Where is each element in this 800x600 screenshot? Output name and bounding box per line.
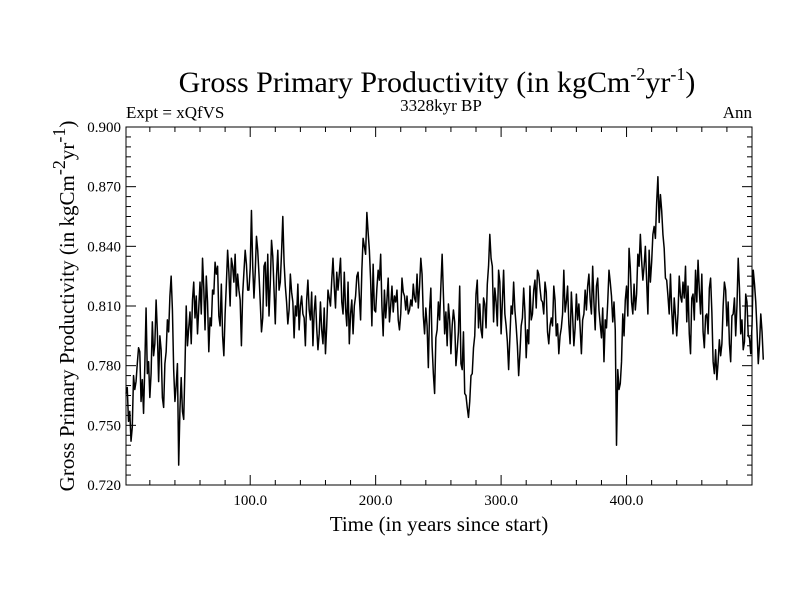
chart-title-main: Gross Primary Productivity (in kgCm xyxy=(179,66,631,99)
x-tick-label: 400.0 xyxy=(610,493,644,509)
y-tick-label: 0.870 xyxy=(87,180,121,196)
x-tick-label: 300.0 xyxy=(484,493,518,509)
chart-title-sup1: -2 xyxy=(630,64,645,84)
chart-title-mid: yr xyxy=(645,66,670,99)
y-axis-label: Gross Primary Productivity (in kgCm-2yr-… xyxy=(49,121,79,492)
experiment-label: Expt = xQfVS xyxy=(126,103,224,122)
x-axis-label: Time (in years since start) xyxy=(330,512,549,536)
x-tick-label: 100.0 xyxy=(233,493,267,509)
chart-title-sup2: -1 xyxy=(670,64,685,84)
chart-title: Gross Primary Productivity (in kgCm-2yr-… xyxy=(179,64,696,99)
y-axis-label-sup1: -2 xyxy=(49,160,69,175)
x-axis-ticks: 100.0 200.0 300.0 400.0 xyxy=(149,127,728,509)
y-axis-ticks: 0.720 0.750 0.780 0.810 0.840 0.870 0.900 xyxy=(87,120,752,494)
season-label: Ann xyxy=(723,103,753,122)
chart-title-end: ) xyxy=(685,66,695,99)
y-axis-label-main: Gross Primary Productivity (in kgCm xyxy=(55,175,79,491)
y-axis-label-sup2: -1 xyxy=(49,128,69,143)
y-tick-label: 0.900 xyxy=(87,120,121,136)
y-axis-label-end: ) xyxy=(55,121,79,128)
y-tick-label: 0.750 xyxy=(87,418,121,434)
x-tick-label: 200.0 xyxy=(359,493,393,509)
period-label: 3328kyr BP xyxy=(400,96,482,115)
series-line-annual-gpp xyxy=(125,175,765,466)
y-tick-label: 0.840 xyxy=(87,239,121,255)
y-tick-label: 0.810 xyxy=(87,299,121,315)
y-tick-label: 0.780 xyxy=(87,359,121,375)
y-axis-label-mid: yr xyxy=(55,143,79,161)
y-tick-label: 0.720 xyxy=(87,478,121,494)
